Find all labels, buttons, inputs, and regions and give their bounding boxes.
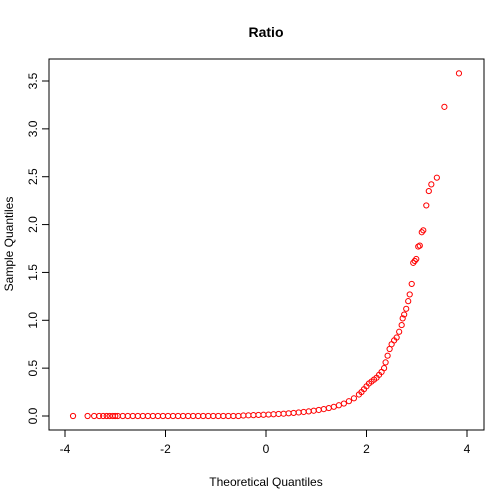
- data-point: [144, 412, 152, 420]
- x-tick-label: 0: [263, 442, 270, 456]
- data-point: [405, 298, 412, 305]
- data-point: [164, 412, 172, 420]
- data-point: [275, 410, 282, 418]
- data-point: [69, 412, 77, 420]
- data-point: [335, 402, 342, 409]
- data-point: [420, 227, 427, 234]
- data-point: [250, 412, 257, 419]
- data-point: [340, 400, 347, 407]
- data-point: [96, 412, 103, 420]
- data-point: [406, 291, 413, 298]
- data-point: [413, 255, 420, 263]
- data-point: [433, 174, 440, 181]
- data-point: [330, 403, 337, 410]
- data-point: [384, 352, 391, 359]
- data-point: [441, 103, 448, 110]
- data-point: [225, 412, 232, 420]
- data-point: [270, 411, 277, 418]
- data-point: [220, 412, 227, 420]
- data-point: [315, 406, 322, 414]
- y-tick-label: 2.0: [26, 216, 40, 233]
- data-point: [382, 359, 389, 366]
- x-tick-label: 4: [464, 442, 471, 456]
- data-point: [305, 408, 312, 415]
- data-point: [350, 395, 358, 402]
- data-point: [285, 410, 292, 417]
- data-point: [423, 202, 430, 209]
- x-tick-label: -4: [60, 442, 71, 456]
- data-point: [100, 412, 107, 420]
- data-point: [179, 412, 187, 420]
- y-axis: 0.0 0.5 1.0 1.5 2.0 2.5 3.0 3.5: [26, 72, 50, 424]
- data-point: [320, 406, 327, 413]
- data-point: [310, 407, 317, 414]
- data-point: [215, 412, 222, 420]
- y-tick-label: 3.5: [26, 72, 40, 89]
- data-point: [240, 412, 247, 419]
- data-point: [380, 365, 388, 372]
- data-point: [84, 412, 91, 420]
- data-point: [245, 412, 252, 419]
- data-point: [455, 70, 463, 77]
- data-points: [69, 70, 463, 420]
- data-point: [393, 334, 400, 341]
- data-point: [295, 409, 302, 416]
- data-point: [149, 412, 157, 420]
- data-point: [408, 280, 415, 288]
- y-tick-label: 0.5: [26, 359, 40, 376]
- y-tick-label: 2.5: [26, 168, 40, 185]
- data-point: [159, 412, 167, 420]
- data-point: [154, 412, 162, 420]
- data-point: [210, 412, 217, 420]
- data-point: [235, 412, 242, 420]
- x-tick-label: 2: [363, 442, 370, 456]
- data-point: [129, 412, 136, 420]
- data-point: [169, 412, 177, 420]
- data-point: [190, 412, 197, 420]
- data-point: [134, 412, 141, 420]
- data-point: [300, 408, 307, 416]
- data-point: [200, 412, 207, 420]
- x-axis-label: Theoretical Quantiles: [209, 475, 322, 489]
- data-point: [325, 404, 332, 412]
- data-point: [112, 412, 119, 420]
- data-point: [416, 242, 423, 249]
- data-point: [399, 315, 406, 322]
- data-point: [345, 398, 353, 405]
- data-point: [205, 412, 212, 420]
- data-point: [103, 412, 110, 420]
- data-point: [265, 411, 272, 418]
- data-point: [260, 411, 267, 418]
- data-point: [428, 181, 435, 188]
- y-tick-label: 0.0: [26, 407, 40, 424]
- chart-title: Ratio: [249, 24, 284, 40]
- data-point: [403, 305, 410, 312]
- data-point: [119, 412, 126, 420]
- data-point: [425, 187, 432, 195]
- y-tick-label: 3.0: [26, 120, 40, 137]
- data-point: [280, 410, 287, 417]
- data-point: [139, 412, 146, 420]
- data-point: [401, 311, 408, 318]
- y-tick-label: 1.5: [26, 264, 40, 281]
- x-tick-label: -2: [160, 442, 171, 456]
- data-point: [396, 328, 403, 335]
- data-point: [398, 321, 405, 329]
- data-point: [230, 412, 237, 420]
- data-point: [255, 411, 262, 419]
- data-point: [174, 412, 182, 420]
- x-axis: -4 -2 0 2 4: [60, 429, 471, 456]
- data-point: [185, 412, 192, 420]
- y-axis-label: Sample Quantiles: [2, 197, 16, 292]
- data-point: [290, 409, 297, 417]
- data-point: [195, 412, 202, 420]
- y-tick-label: 1.0: [26, 312, 40, 329]
- data-point: [91, 412, 98, 420]
- data-point: [124, 412, 131, 420]
